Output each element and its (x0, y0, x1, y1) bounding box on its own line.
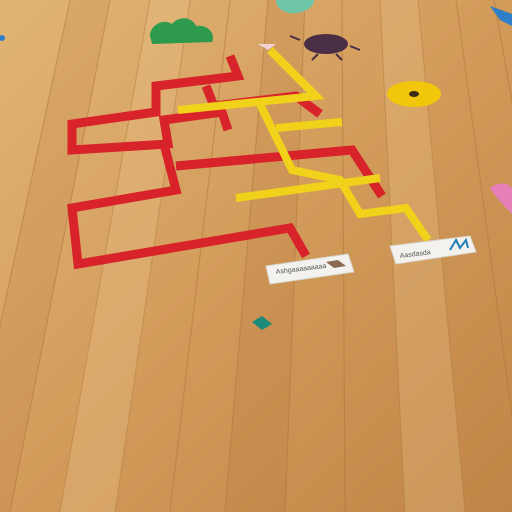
right-card-text: Aasdasda (399, 249, 431, 260)
yellow-tape-maze (177, 47, 432, 243)
pink-decal (490, 183, 512, 214)
green-decal (150, 18, 214, 44)
small-marker (258, 44, 276, 50)
yellow-sun-decal (387, 81, 441, 107)
left-card: Ashgaaaaaaaaa (265, 253, 355, 285)
left-card-icon (326, 260, 346, 268)
top-decal (276, 0, 314, 14)
right-card-icon (449, 237, 469, 251)
teal-tile (252, 316, 272, 330)
top-right-decal (490, 6, 512, 26)
top-left-dot (0, 35, 5, 41)
bug-decal (289, 34, 361, 61)
right-card: Aasdasda (389, 235, 477, 265)
